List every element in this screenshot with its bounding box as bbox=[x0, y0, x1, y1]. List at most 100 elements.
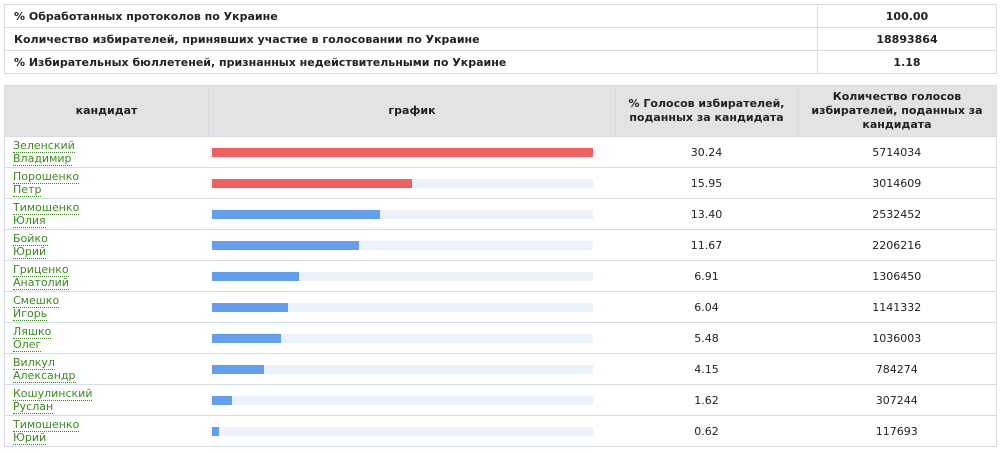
summary-row: % Избирательных бюллетеней, признанных н… bbox=[4, 50, 997, 74]
summary-value: 18893864 bbox=[817, 27, 997, 51]
candidate-given-name: Игорь bbox=[13, 307, 48, 320]
candidate-cell: Ляшко Олег bbox=[4, 322, 209, 354]
candidate-given-name: Юрий bbox=[13, 431, 47, 444]
results-header-row: кандидат график % Голосов избирателей, п… bbox=[4, 85, 997, 137]
bar-track bbox=[211, 178, 593, 188]
results-body: Зеленский Владимир 30.24 5714034 Порошенко Пе… bbox=[4, 136, 997, 447]
candidate-surname: Порошенко bbox=[13, 170, 80, 183]
candidate-cell: Тимошенко Юрий bbox=[4, 415, 209, 447]
summary-label: Количество избирателей, принявших участи… bbox=[4, 27, 818, 51]
bar-track bbox=[211, 209, 593, 219]
bar bbox=[211, 395, 232, 405]
bar bbox=[211, 178, 413, 188]
summary-row: Количество избирателей, принявших участи… bbox=[4, 27, 997, 51]
table-row: Ляшко Олег 5.48 1036003 bbox=[4, 322, 997, 354]
candidate-given-name: Александр bbox=[13, 369, 76, 382]
candidate-link[interactable]: Порошенко Петр bbox=[13, 170, 80, 197]
percent-value: 13.40 bbox=[615, 198, 798, 230]
candidate-surname: Тимошенко bbox=[13, 418, 80, 431]
column-header-candidate: кандидат bbox=[4, 85, 209, 137]
votes-value: 1141332 bbox=[797, 291, 997, 323]
column-header-percent: % Голосов избирателей, поданных за канди… bbox=[615, 85, 798, 137]
candidate-surname: Вилкул bbox=[13, 356, 55, 369]
column-header-chart: график bbox=[208, 85, 616, 137]
percent-value: 30.24 bbox=[615, 136, 798, 168]
table-row: Гриценко Анатолий 6.91 1306450 bbox=[4, 260, 997, 292]
results-table: кандидат график % Голосов избирателей, п… bbox=[4, 85, 997, 447]
votes-value: 1306450 bbox=[797, 260, 997, 292]
bar bbox=[211, 209, 381, 219]
bar-track bbox=[211, 147, 593, 157]
candidate-cell: Гриценко Анатолий bbox=[4, 260, 209, 292]
candidate-surname: Зеленский bbox=[13, 139, 75, 152]
candidate-link[interactable]: Вилкул Александр bbox=[13, 356, 76, 383]
bar bbox=[211, 426, 220, 436]
summary-value: 1.18 bbox=[817, 50, 997, 74]
chart-cell bbox=[208, 384, 616, 416]
bar bbox=[211, 271, 299, 281]
candidate-link[interactable]: Бойко Юрий bbox=[13, 232, 48, 259]
bar bbox=[211, 240, 359, 250]
chart-cell bbox=[208, 353, 616, 385]
candidate-link[interactable]: Зеленский Владимир bbox=[13, 139, 75, 166]
summary-label: % Обработанных протоколов по Украине bbox=[4, 4, 818, 28]
candidate-given-name: Анатолий bbox=[13, 276, 69, 289]
votes-value: 5714034 bbox=[797, 136, 997, 168]
candidate-given-name: Олег bbox=[13, 338, 42, 351]
column-header-votes: Количество голосов избирателей, поданных… bbox=[797, 85, 997, 137]
votes-value: 307244 bbox=[797, 384, 997, 416]
bar bbox=[211, 333, 281, 343]
summary-value: 100.00 bbox=[817, 4, 997, 28]
bar-track bbox=[211, 271, 593, 281]
candidate-given-name: Петр bbox=[13, 183, 42, 196]
candidate-link[interactable]: Тимошенко Юрий bbox=[13, 418, 80, 445]
percent-value: 4.15 bbox=[615, 353, 798, 385]
summary-label: % Избирательных бюллетеней, признанных н… bbox=[4, 50, 818, 74]
candidate-surname: Тимошенко bbox=[13, 201, 80, 214]
table-row: Тимошенко Юрий 0.62 117693 bbox=[4, 415, 997, 447]
candidate-link[interactable]: Кошулинский Руслан bbox=[13, 387, 93, 414]
percent-value: 5.48 bbox=[615, 322, 798, 354]
table-row: Порошенко Петр 15.95 3014609 bbox=[4, 167, 997, 199]
chart-cell bbox=[208, 229, 616, 261]
chart-cell bbox=[208, 260, 616, 292]
votes-value: 117693 bbox=[797, 415, 997, 447]
candidate-cell: Вилкул Александр bbox=[4, 353, 209, 385]
candidate-link[interactable]: Тимошенко Юлия bbox=[13, 201, 80, 228]
votes-value: 2206216 bbox=[797, 229, 997, 261]
chart-cell bbox=[208, 198, 616, 230]
chart-cell bbox=[208, 322, 616, 354]
candidate-link[interactable]: Ляшко Олег bbox=[13, 325, 52, 352]
percent-value: 6.04 bbox=[615, 291, 798, 323]
votes-value: 784274 bbox=[797, 353, 997, 385]
summary-table: % Обработанных протоколов по Украине 100… bbox=[4, 4, 997, 74]
chart-cell bbox=[208, 136, 616, 168]
candidate-surname: Кошулинский bbox=[13, 387, 93, 400]
candidate-given-name: Юлия bbox=[13, 214, 46, 227]
percent-value: 1.62 bbox=[615, 384, 798, 416]
votes-value: 2532452 bbox=[797, 198, 997, 230]
votes-value: 3014609 bbox=[797, 167, 997, 199]
percent-value: 15.95 bbox=[615, 167, 798, 199]
candidate-cell: Смешко Игорь bbox=[4, 291, 209, 323]
table-row: Тимошенко Юлия 13.40 2532452 bbox=[4, 198, 997, 230]
bar-track bbox=[211, 333, 593, 343]
bar-track bbox=[211, 395, 593, 405]
chart-cell bbox=[208, 167, 616, 199]
summary-row: % Обработанных протоколов по Украине 100… bbox=[4, 4, 997, 28]
bar-track bbox=[211, 364, 593, 374]
candidate-link[interactable]: Гриценко Анатолий bbox=[13, 263, 69, 290]
bar-track bbox=[211, 302, 593, 312]
table-row: Зеленский Владимир 30.24 5714034 bbox=[4, 136, 997, 168]
table-row: Вилкул Александр 4.15 784274 bbox=[4, 353, 997, 385]
candidate-given-name: Владимир bbox=[13, 152, 72, 165]
candidate-link[interactable]: Смешко Игорь bbox=[13, 294, 60, 321]
bar-track bbox=[211, 240, 593, 250]
chart-cell bbox=[208, 415, 616, 447]
chart-cell bbox=[208, 291, 616, 323]
percent-value: 0.62 bbox=[615, 415, 798, 447]
candidate-cell: Бойко Юрий bbox=[4, 229, 209, 261]
candidate-cell: Зеленский Владимир bbox=[4, 136, 209, 168]
percent-value: 6.91 bbox=[615, 260, 798, 292]
candidate-given-name: Руслан bbox=[13, 400, 54, 413]
